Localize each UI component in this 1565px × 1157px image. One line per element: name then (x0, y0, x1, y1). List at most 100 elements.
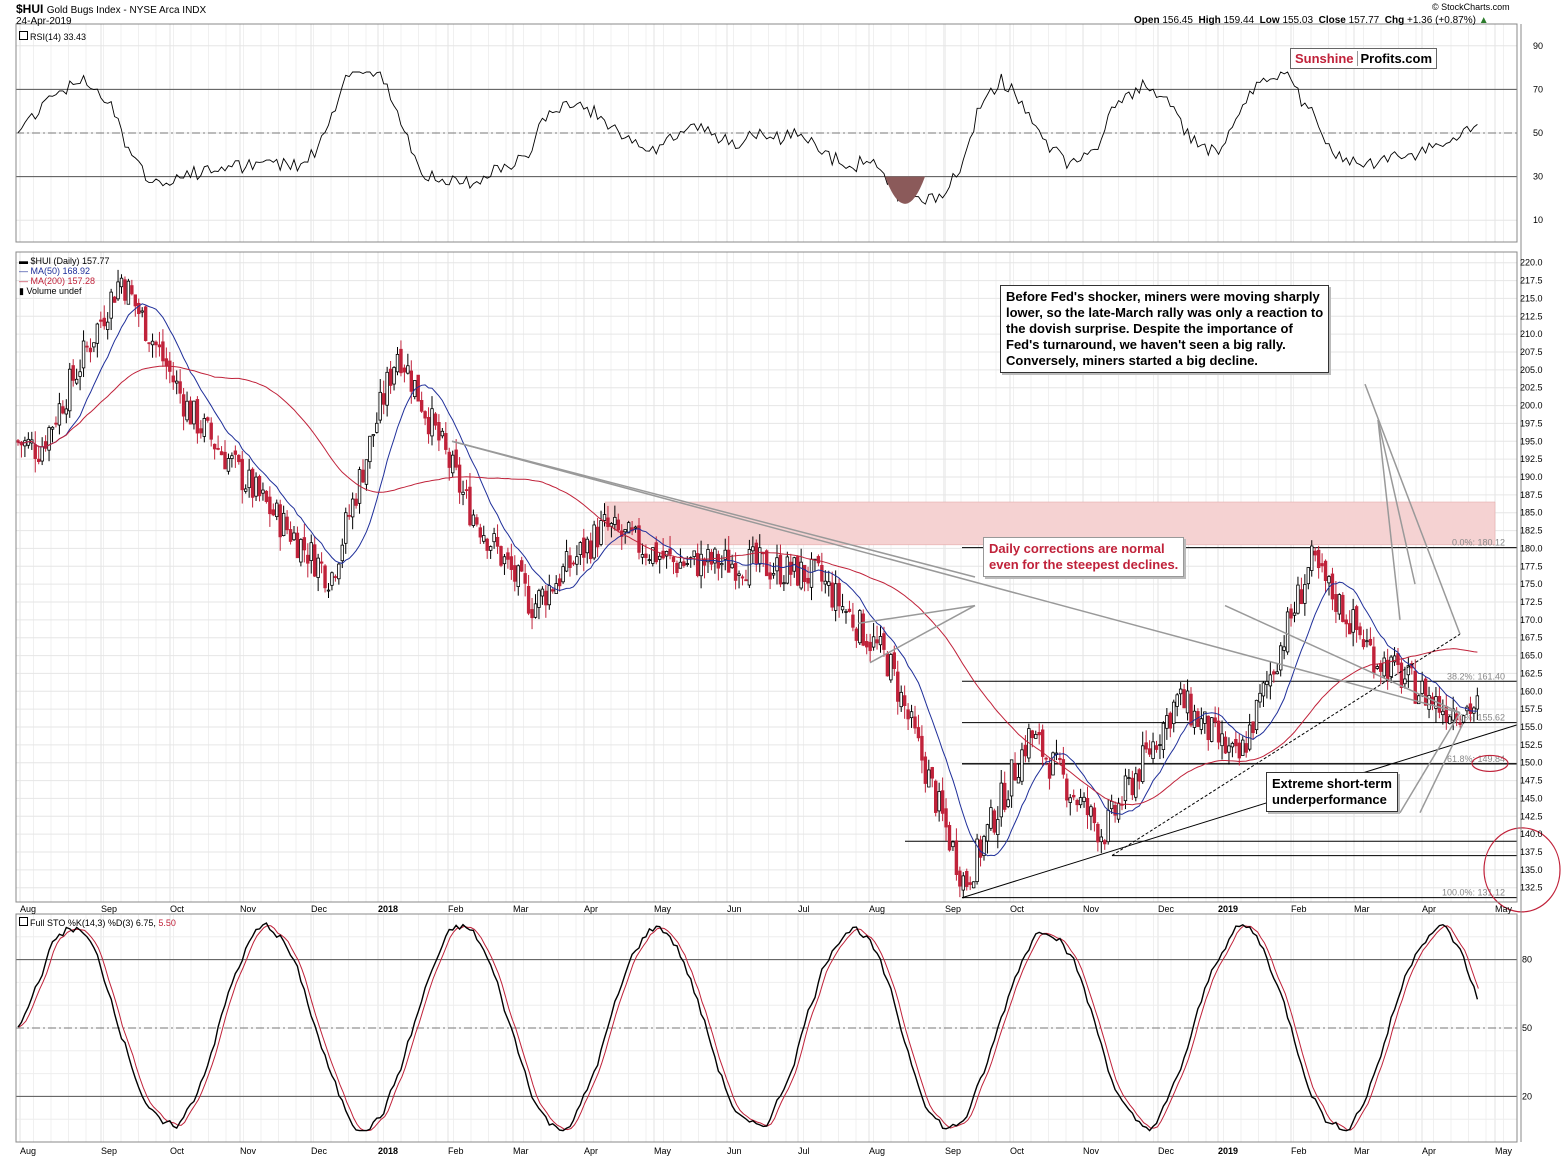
candle-body (254, 476, 258, 497)
candle-body (1251, 721, 1255, 734)
candle-body (64, 408, 68, 415)
pointer-corrections-1 (869, 604, 976, 664)
candle-body (820, 565, 824, 582)
candle-body (1448, 716, 1452, 725)
price-tick-label: 175.0 (1520, 579, 1543, 589)
candle-body (744, 579, 748, 582)
candle-body (692, 550, 696, 557)
candle-body (375, 422, 379, 433)
candle-body (644, 553, 648, 559)
candle-body (240, 458, 244, 491)
candle-body (906, 709, 910, 720)
candle-body (116, 281, 120, 300)
price-tick-label: 190.0 (1520, 472, 1543, 482)
x-tick-label: Jun (727, 904, 742, 914)
candle-body (551, 589, 555, 592)
candle-body (502, 556, 507, 565)
candle-body (640, 554, 645, 558)
candle-body (557, 578, 562, 587)
candle-body (909, 711, 914, 719)
candle-body (530, 609, 534, 619)
candle-body (312, 544, 317, 577)
candle-body (33, 444, 37, 459)
candle-body (958, 870, 962, 887)
candle-body (758, 547, 762, 565)
candle-body (982, 836, 986, 857)
legend-ma50: — MA(50) 168.92 (19, 266, 91, 276)
candle-body (951, 841, 955, 848)
candle-body (544, 590, 548, 606)
legend-price: ▬ $HUI (Daily) 157.77 (19, 256, 110, 266)
price-legend: ▬ $HUI (Daily) 157.77 — MA(50) 168.92 — … (19, 256, 110, 296)
candle-body (540, 588, 545, 597)
rsi-tick-label: 90 (1533, 41, 1543, 51)
candle-body (192, 400, 196, 425)
candle-body (112, 296, 117, 303)
candle-body (989, 807, 993, 829)
candle-body (74, 378, 79, 384)
candle-body (1220, 733, 1224, 747)
candle-body (88, 347, 93, 353)
candle-body (882, 633, 886, 650)
overlays (17, 71, 1561, 1132)
candle-body (309, 542, 313, 561)
price-tick-label: 210.0 (1520, 329, 1543, 339)
price-tick-label: 157.5 (1520, 704, 1543, 714)
candle-body (747, 549, 752, 586)
candle-body (1072, 794, 1076, 798)
candle-body (1258, 692, 1262, 703)
candle-body (582, 537, 586, 558)
price-tick-label: 137.5 (1520, 847, 1543, 857)
sto-d-line (18, 925, 1479, 1132)
candle-body (233, 450, 238, 455)
candle-body (775, 557, 779, 572)
candle-body (878, 636, 883, 646)
candle-body (1116, 802, 1121, 820)
x-axis-labels: Aug Aug Sep Sep Oct Oct Nov Nov Dec Dec 2018 2018 Fe… (20, 904, 1513, 1156)
rsi-line (17, 71, 1478, 205)
price-tick-label: 217.5 (1520, 276, 1543, 286)
candle-body (78, 371, 82, 377)
candle-body (1130, 777, 1135, 796)
candle-body (975, 838, 979, 882)
candle-body (461, 491, 465, 495)
candle-body (1303, 584, 1307, 604)
candle-body (288, 529, 293, 542)
candle-body (1185, 690, 1190, 714)
candle-body (1141, 745, 1145, 783)
candle-body (685, 563, 689, 565)
candle-body (1003, 782, 1007, 810)
sto-k-line (17, 922, 1479, 1132)
candle-body (1292, 612, 1297, 616)
candle-body (920, 735, 924, 761)
candle-body (802, 564, 807, 583)
candle-body (785, 556, 790, 584)
candle-body (57, 403, 62, 426)
candle-body (961, 875, 965, 891)
candle-body (1082, 796, 1086, 802)
candle-body (671, 556, 676, 563)
candle-body (1379, 663, 1383, 672)
candle-body (350, 498, 355, 518)
price-tick-label: 170.0 (1520, 615, 1543, 625)
candle-body (896, 671, 900, 702)
candle-body (1427, 695, 1431, 710)
candle-body (1244, 743, 1248, 753)
candle-body (457, 464, 462, 493)
circle-fib-618 (1471, 754, 1509, 773)
candle-body (275, 502, 279, 518)
candle-body (1403, 678, 1407, 685)
candle-body (837, 582, 841, 607)
candle-body (1106, 809, 1110, 843)
candle-body (212, 443, 217, 450)
candle-body (223, 451, 227, 470)
candle-body (992, 810, 997, 833)
x-tick-label: Mar (513, 904, 529, 914)
candle-body (423, 411, 427, 419)
candle-body (1341, 594, 1345, 622)
candle-body (1296, 584, 1300, 614)
candle-body (1365, 640, 1369, 643)
price-tick-label: 220.0 (1520, 258, 1543, 268)
candle-body (1265, 681, 1269, 685)
candle-body (1189, 693, 1193, 726)
